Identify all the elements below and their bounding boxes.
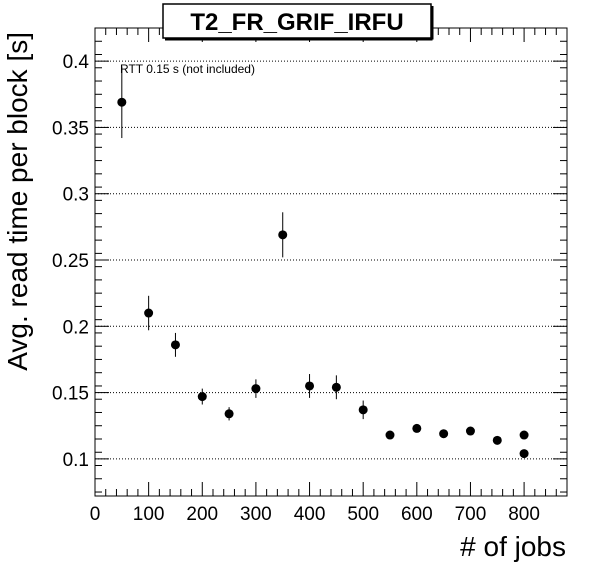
point-marker <box>412 423 422 433</box>
data-point <box>224 407 234 421</box>
y-tick-label: 0.3 <box>63 185 89 206</box>
point-marker <box>492 435 502 445</box>
point-marker <box>439 429 449 439</box>
y-tick-label: 0.2 <box>63 317 89 338</box>
data-point <box>278 212 288 258</box>
point-marker <box>519 430 529 440</box>
point-marker <box>331 382 341 392</box>
y-tick-label: 0.15 <box>52 384 89 405</box>
data-point <box>251 379 261 398</box>
x-tick-label: 600 <box>401 504 433 525</box>
grid-lines <box>95 60 567 460</box>
data-point <box>385 430 395 440</box>
data-point <box>144 295 154 331</box>
point-marker <box>358 405 368 415</box>
x-axis-title: # of jobs <box>460 531 566 562</box>
y-tick-labels: 0.1 0.15 0.2 0.25 0.3 0.35 0.4 <box>52 52 89 471</box>
data-point <box>331 375 341 400</box>
data-point <box>197 388 207 405</box>
point-marker <box>170 340 180 350</box>
data-point <box>519 430 529 440</box>
point-marker <box>385 430 395 440</box>
x-tick-labels: 0 100 200 300 400 500 600 700 800 <box>90 504 540 525</box>
x-tick-label: 0 <box>90 504 101 525</box>
axis-ticks <box>94 27 568 496</box>
title-box-frame <box>162 3 432 39</box>
y-tick-label: 0.4 <box>63 52 90 73</box>
data-point <box>412 423 422 433</box>
point-marker <box>144 308 154 318</box>
point-marker <box>117 97 127 107</box>
chart-title: T2_FR_GRIF_IRFU <box>190 9 403 36</box>
y-tick-label: 0.1 <box>63 450 89 471</box>
y-axis-title: Avg. read time per block [s] <box>2 32 33 371</box>
x-tick-label: 100 <box>133 504 165 525</box>
y-tick-label: 0.25 <box>52 251 89 272</box>
point-marker <box>224 409 234 419</box>
x-tick-label: 300 <box>240 504 272 525</box>
point-marker <box>305 381 315 391</box>
x-tick-label: 500 <box>347 504 379 525</box>
data-point <box>170 332 180 357</box>
point-marker <box>197 392 207 402</box>
x-tick-label: 400 <box>294 504 326 525</box>
data-point <box>117 66 127 139</box>
x-tick-label: 200 <box>186 504 218 525</box>
point-marker <box>251 384 261 394</box>
annotation-text: RTT 0.15 s (not included) <box>120 62 255 76</box>
data-point <box>358 400 368 420</box>
data-points <box>117 66 529 459</box>
data-point <box>465 426 475 436</box>
data-point <box>439 429 449 439</box>
y-tick-label: 0.35 <box>52 118 89 139</box>
data-point <box>305 374 315 398</box>
data-point <box>492 435 502 445</box>
title-box: T2_FR_GRIF_IRFU <box>162 3 434 41</box>
data-point <box>519 449 529 459</box>
point-marker <box>519 449 529 459</box>
x-tick-label: 700 <box>455 504 487 525</box>
point-marker <box>465 426 475 436</box>
plot-frame <box>94 27 568 497</box>
x-tick-label: 800 <box>508 504 540 525</box>
point-marker <box>278 230 288 240</box>
